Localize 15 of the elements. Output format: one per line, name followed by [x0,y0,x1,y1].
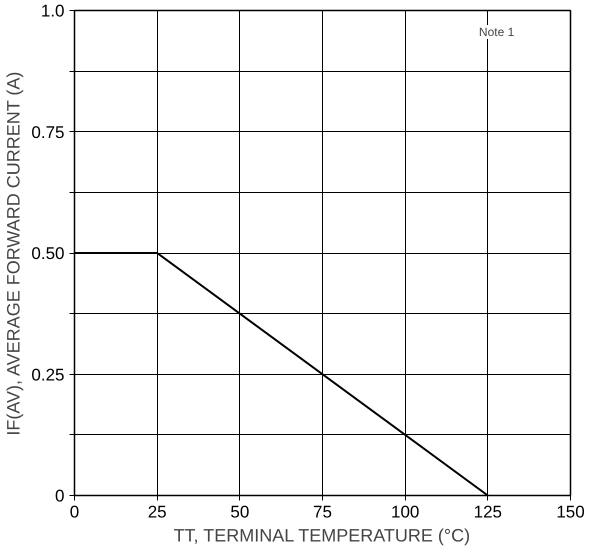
y-tick-label: 1.0 [40,2,65,20]
x-tick-label: 125 [474,502,502,522]
y-tick-label: 0.25 [31,365,65,384]
y-tick-label: 0.75 [31,122,65,142]
y-tick-label: 0.50 [31,244,65,263]
x-tick-label: 0 [70,502,80,522]
x-axis-title: TT, TERMINAL TEMPERATURE (°C) [174,526,470,546]
y-tick-label: 0 [55,486,65,506]
y-axis-title: IF(AV), AVERAGE FORWARD CURRENT (A) [3,72,24,436]
x-tick-label: 100 [390,502,420,522]
annotation: Note 1 [478,25,515,40]
x-tick-label: 75 [313,502,332,522]
x-tick-label: 25 [148,502,167,522]
x-tick-label: 50 [230,502,250,522]
x-tick-label: 150 [556,502,585,522]
